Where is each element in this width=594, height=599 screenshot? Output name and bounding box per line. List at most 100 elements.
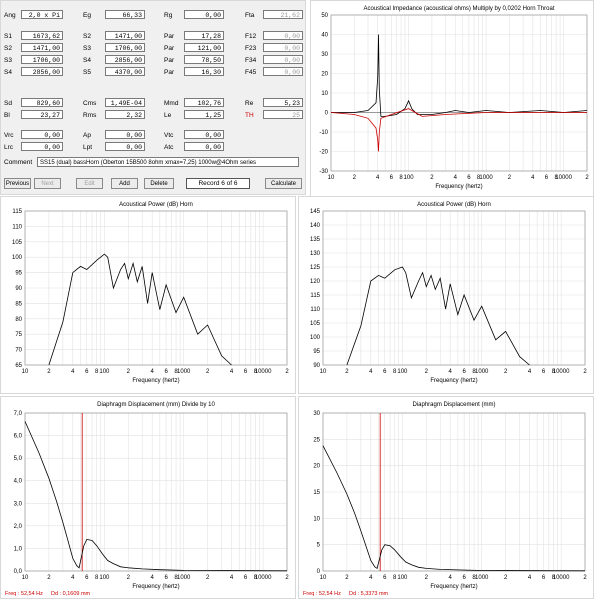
- y-tick-label: 20: [313, 464, 320, 470]
- th-field[interactable]: 25: [263, 110, 303, 119]
- y-tick-label: 90: [15, 286, 22, 292]
- l12-field[interactable]: 1471,00: [105, 31, 145, 40]
- edit-button[interactable]: Edit: [76, 178, 103, 189]
- fta-field[interactable]: 21,62: [263, 10, 303, 19]
- x-tick-label: 6: [85, 575, 89, 581]
- x-tick-label: 4: [376, 175, 380, 181]
- x-tick-label: 4: [528, 369, 532, 375]
- power-chart-2-panel: Acoustical Power (dB) Horn 145 140 135 130 12…: [298, 196, 594, 394]
- mmd-field[interactable]: 102,76: [184, 98, 224, 107]
- ang-label: Ang: [4, 12, 16, 19]
- lrc-label: Lrc: [4, 144, 14, 151]
- x-tick-label: 6: [383, 575, 387, 581]
- series-0-line: [24, 421, 288, 572]
- x-tick-label: 8: [393, 575, 397, 581]
- s4-field[interactable]: 2856,00: [21, 67, 63, 76]
- lrc-field[interactable]: 0,00: [21, 142, 63, 151]
- x-tick-label: 2: [430, 175, 434, 181]
- x-tick-label: 10: [320, 575, 327, 581]
- x-tick-label: 2: [504, 575, 508, 581]
- add-button[interactable]: Add: [111, 178, 138, 189]
- f12-field[interactable]: 0,00: [263, 31, 303, 40]
- cms-field[interactable]: 1,49E-04: [105, 98, 145, 107]
- par4-field[interactable]: 16,30: [184, 67, 224, 76]
- x-tick-label: 8: [477, 175, 481, 181]
- y-tick-label: 5,0: [14, 456, 23, 462]
- comment-field[interactable]: SS15 (dual) bassHorn (Oberton 15B500 8oh…: [37, 157, 299, 167]
- y-tick-label: 10: [313, 516, 320, 522]
- s1-field[interactable]: 1673,62: [21, 31, 63, 40]
- y-tick-label: 7,0: [14, 411, 23, 417]
- vrc-field[interactable]: 0,00: [21, 130, 63, 139]
- x-tick-label: 6: [467, 175, 471, 181]
- y-tick-label: 135: [310, 237, 321, 243]
- f45-field[interactable]: 0,00: [263, 67, 303, 76]
- comment-label: Comment: [4, 159, 33, 166]
- rg-field[interactable]: 0,00: [184, 10, 224, 19]
- y-tick-label: 1,0: [14, 546, 23, 552]
- bl-field[interactable]: 23,27: [21, 110, 63, 119]
- x-tick-label: 2: [47, 369, 51, 375]
- par3-field[interactable]: 78,50: [184, 55, 224, 64]
- y-tick-label: 90: [313, 363, 320, 369]
- s2-field[interactable]: 1471,00: [21, 43, 63, 52]
- y-tick-label: 0: [325, 111, 329, 117]
- y-tick-label: 6,0: [14, 434, 23, 440]
- rms-field[interactable]: 2,32: [105, 110, 145, 119]
- x-tick-label: 8: [174, 369, 178, 375]
- lpt-field[interactable]: 0,00: [105, 142, 145, 151]
- delete-button[interactable]: Delete: [144, 178, 174, 189]
- x-tick-label: 100: [99, 369, 110, 375]
- vtc-field[interactable]: 0,00: [184, 130, 224, 139]
- f34-field[interactable]: 0,00: [263, 55, 303, 64]
- x-tick-label: 2: [206, 575, 210, 581]
- f23-field[interactable]: 0,00: [263, 43, 303, 52]
- next-button[interactable]: Next: [34, 178, 61, 189]
- ap-label: Ap: [83, 132, 91, 139]
- l45-label: S5: [83, 69, 91, 76]
- x-tick-label: 8: [552, 369, 556, 375]
- x-tick-label: 8: [174, 575, 178, 581]
- y-tick-label: 40: [321, 33, 328, 39]
- l45-field[interactable]: 4370,00: [105, 67, 145, 76]
- atc-field[interactable]: 0,00: [184, 142, 224, 151]
- le-field[interactable]: 1,25: [184, 110, 224, 119]
- x-tick-label: 6: [462, 575, 466, 581]
- s3-field[interactable]: 1706,00: [21, 55, 63, 64]
- calculate-button[interactable]: Calculate: [265, 178, 302, 189]
- par1-field[interactable]: 17,28: [184, 31, 224, 40]
- displacement-chart-1-panel: Diaphragm Displacement (mm) Divide by 10…: [0, 396, 296, 599]
- chart-title: Diaphragm Displacement (mm): [412, 402, 495, 408]
- l34-field[interactable]: 2856,00: [105, 55, 145, 64]
- mmd-label: Mmd: [164, 100, 179, 107]
- x-axis-title: Frequency (hertz): [430, 584, 477, 590]
- x-tick-label: 10000: [555, 175, 572, 181]
- re-field[interactable]: 5,23: [263, 98, 303, 107]
- x-tick-label: 6: [390, 175, 394, 181]
- x-tick-label: 4: [150, 369, 154, 375]
- eg-label: Eg: [83, 12, 91, 19]
- ap-field[interactable]: 0,00: [105, 130, 145, 139]
- previous-button[interactable]: Previous: [4, 178, 31, 189]
- series-0-line: [331, 34, 588, 117]
- x-tick-label: 8: [554, 175, 558, 181]
- x-tick-label: 6: [164, 575, 168, 581]
- par2-field[interactable]: 121,00: [184, 43, 224, 52]
- x-tick-label: 2: [583, 575, 587, 581]
- sd-field[interactable]: 829,60: [21, 98, 63, 107]
- x-tick-label: 2: [345, 369, 349, 375]
- ang-field[interactable]: 2,0 x Pi: [21, 10, 63, 19]
- y-tick-label: 130: [310, 251, 321, 257]
- eg-field[interactable]: 66,33: [105, 10, 145, 19]
- f45-label: F45: [245, 69, 257, 76]
- x-tick-label: 1000: [177, 369, 191, 375]
- par1-label: Par: [164, 33, 175, 40]
- y-tick-label: 110: [12, 224, 22, 230]
- x-tick-label: 100: [397, 369, 408, 375]
- l34-label: S4: [83, 57, 91, 64]
- chart-title: Diaphragm Displacement (mm) Divide by 10: [97, 402, 215, 408]
- l23-field[interactable]: 1706,00: [105, 43, 145, 52]
- x-tick-label: 4: [448, 575, 452, 581]
- x-tick-label: 2: [425, 575, 429, 581]
- y-tick-label: 2,0: [14, 524, 23, 530]
